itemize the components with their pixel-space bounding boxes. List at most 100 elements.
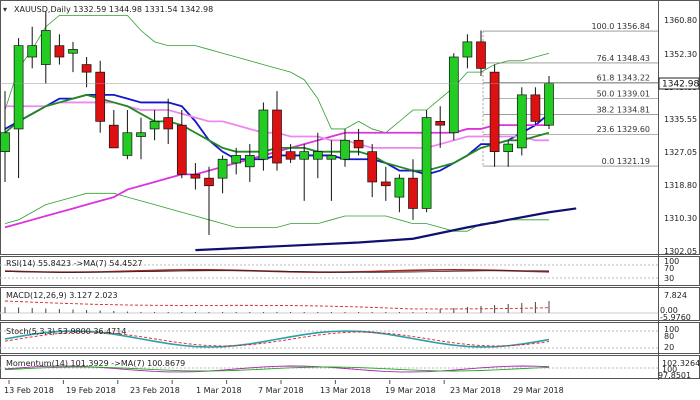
rsi-scale-label: 30 (664, 274, 674, 283)
candle-body (0, 132, 10, 153)
candle (353, 128, 364, 156)
date-label: 19 Feb 2018 (66, 386, 116, 395)
rsi-scale-label: 70 (664, 264, 674, 273)
candle-body (244, 155, 255, 168)
date-label: 13 Mar 2018 (320, 386, 371, 395)
stoch-scale-label: 100 (664, 325, 679, 334)
candle-body (489, 71, 500, 153)
stoch-title: Stoch(5,3,3) 53.9800 36.4714 (6, 327, 126, 336)
candle-body (435, 121, 446, 126)
candle-body (462, 41, 473, 58)
momentum-title: Momentum(14) 101.3929 ->MA(7) 100.8679 (6, 359, 185, 368)
macd-title: MACD(12,26,9) 3.127 2.023 (6, 291, 118, 300)
price-label: 1310.30 (664, 214, 697, 223)
candle-body (516, 94, 527, 149)
candle (27, 26, 38, 69)
candle (190, 163, 201, 190)
date-label: 7 Mar 2018 (258, 386, 304, 395)
candle-body (299, 151, 310, 160)
fib-level-label: 76.4 1348.43 (597, 54, 650, 63)
fib-level-label: 38.2 1334.81 (597, 106, 650, 115)
macd-scale-label: 7.824 (664, 291, 687, 300)
candle (244, 144, 255, 182)
candle-body (190, 174, 201, 179)
stoch-scale-label: 80 (664, 332, 674, 341)
candle (285, 144, 296, 164)
candle (489, 64, 500, 167)
price-label: 1302.05 (664, 247, 697, 256)
candle-body (136, 132, 146, 137)
candle (476, 30, 486, 76)
candle-body (122, 132, 133, 156)
candle (380, 166, 391, 201)
candle-body (367, 151, 378, 183)
collapse-icon[interactable]: ▾ (3, 5, 7, 14)
current-price-label: 1342.98 (662, 80, 699, 90)
candle (421, 110, 432, 213)
candle-body (408, 177, 418, 209)
date-label: 1 Mar 2018 (196, 386, 242, 395)
macd-panel: MACD(12,26,9) 3.127 2.023 7.824 0.00 -5.… (0, 291, 691, 322)
date-label: 29 Mar 2018 (513, 386, 564, 395)
candle-body (258, 109, 269, 160)
candle (122, 110, 133, 160)
stoch-d-line (4, 331, 550, 347)
candle (40, 11, 51, 84)
candle-body (27, 45, 38, 58)
candle (272, 91, 282, 171)
candle-body (394, 177, 405, 198)
candle-body (476, 41, 486, 69)
candle (516, 87, 527, 156)
candle (448, 53, 459, 141)
price-label: 1327.05 (664, 148, 697, 157)
macd-panel-frame (0, 287, 700, 321)
candle (81, 57, 92, 88)
candle (13, 38, 24, 179)
candle (204, 166, 214, 235)
candle-body (380, 181, 391, 187)
candle-body (503, 143, 514, 153)
candle-body (312, 151, 323, 160)
candle (108, 110, 119, 149)
candle (408, 159, 418, 220)
candle-body (231, 155, 242, 164)
momentum-panel: Momentum(14) 101.3929 ->MA(7) 100.8679 1… (0, 359, 700, 380)
candle-body (176, 124, 187, 175)
candle (95, 60, 106, 133)
stoch-scale-label: 20 (664, 343, 674, 352)
rsi-title: RSI(14) 55.8423 ->MA(7) 54.4527 (6, 259, 143, 268)
candle (68, 41, 78, 73)
candle-body (421, 117, 432, 209)
date-ticks (8, 380, 445, 384)
fib-level-label: 23.6 1329.60 (597, 125, 650, 134)
date-label: 23 Mar 2018 (450, 386, 501, 395)
candle-body (353, 139, 364, 149)
candle (462, 34, 473, 69)
candle-body (272, 109, 282, 164)
momentum-scale-label: 100 (662, 365, 677, 374)
candle-body (108, 124, 119, 149)
candle (231, 147, 242, 175)
candle-body (217, 158, 228, 179)
candle (149, 110, 160, 141)
long-ma-line (195, 207, 577, 252)
rsi-scale-label: 100 (664, 257, 679, 266)
fibonacci-levels: 100.0 1356.84 76.4 1348.43 61.8 1343.22 50.… (482, 22, 658, 167)
date-label: 13 Feb 2018 (4, 386, 54, 395)
candle-body (54, 45, 65, 58)
macd-scale-label: 0.00 (660, 306, 678, 315)
momentum-scale-label: 97.8501 (658, 371, 691, 380)
candle (435, 106, 446, 148)
candle-body (81, 64, 92, 73)
candle (217, 155, 228, 194)
candle-body (340, 139, 350, 160)
date-axis: 13 Feb 2018 19 Feb 2018 23 Feb 2018 1 Ma… (4, 386, 564, 395)
momentum-scale-label: 102.3264 (662, 359, 700, 368)
candle (176, 110, 187, 179)
candle (544, 75, 554, 129)
candle-body (163, 117, 174, 130)
candle (258, 102, 269, 171)
price-label: 1318.80 (664, 181, 697, 190)
price-label: 1352.30 (664, 50, 697, 59)
